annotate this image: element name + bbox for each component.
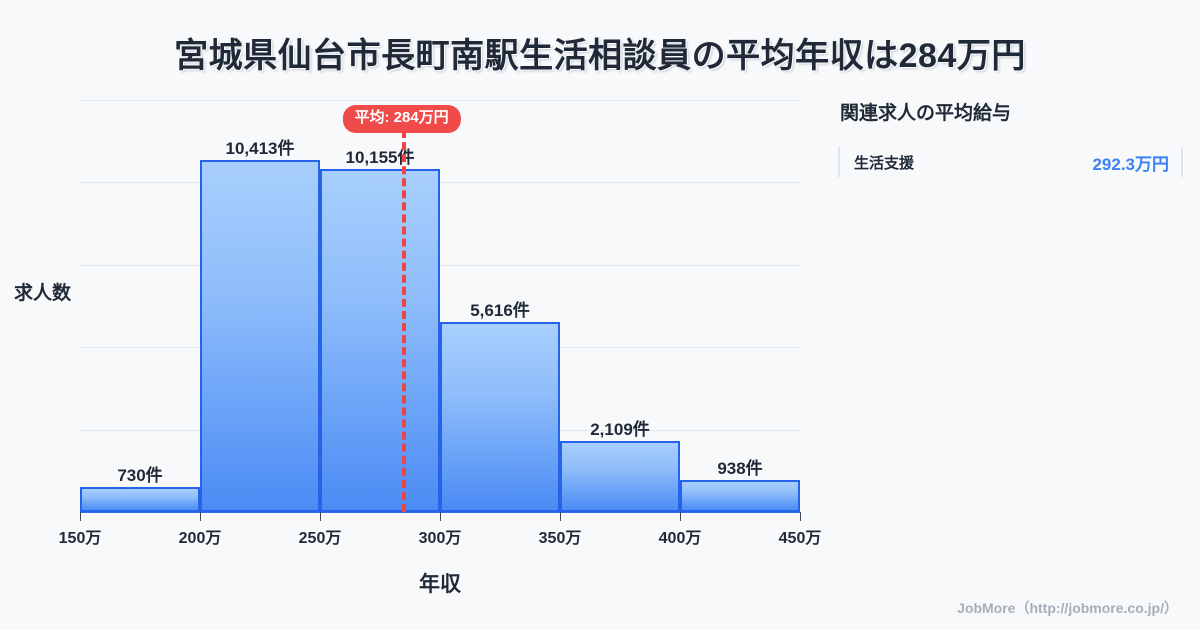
bar — [560, 441, 680, 512]
x-axis-tick-mark — [440, 512, 441, 521]
x-axis-ticks: 150万 200万 250万 300万 350万 400万 450万 — [58, 512, 822, 547]
x-axis-tick-label: 450万 — [778, 530, 822, 547]
x-axis-tick-label: 350万 — [538, 530, 582, 547]
gridline — [80, 100, 800, 101]
footer-credit: JobMore（http://jobmore.co.jp/） — [957, 600, 1178, 616]
x-axis-tick-label: 250万 — [298, 530, 342, 547]
bar — [680, 480, 800, 512]
gridline — [80, 182, 800, 184]
y-axis-title: 求人数 — [14, 283, 72, 304]
related-salary-title: 関連求人の平均給与 — [840, 103, 1012, 124]
x-axis-tick-mark — [320, 512, 321, 521]
x-axis-tick-label: 400万 — [658, 530, 702, 547]
bar-value-label: 2,109件 — [590, 420, 650, 439]
x-axis-tick-mark — [680, 512, 681, 521]
chart-plot-container: 730件 10,413件 10,155件 5,616件 2,109件 938件 150万 2… — [14, 100, 822, 596]
related-salary-panel: 関連求人の平均給与 生活支援 292.3万円 — [838, 98, 1183, 177]
bar — [440, 322, 560, 512]
bar-value-label: 938件 — [717, 459, 763, 478]
bar-value-label: 730件 — [117, 466, 163, 485]
bar — [320, 169, 440, 512]
related-salary-row-label: 生活支援 — [854, 154, 915, 172]
related-salary-rows: 生活支援 292.3万円 — [838, 147, 1183, 177]
bar — [200, 160, 320, 512]
bars-layer: 730件 10,413件 10,155件 5,616件 2,109件 938件 — [80, 139, 800, 512]
related-salary-row: 生活支援 292.3万円 — [838, 147, 1183, 177]
bar — [80, 487, 200, 512]
x-axis-tick-mark — [800, 512, 801, 521]
x-axis-title: 年収 — [419, 573, 461, 596]
x-axis-tick-mark — [560, 512, 561, 521]
x-axis-tick-mark — [200, 512, 201, 521]
bar-value-label: 10,155件 — [345, 148, 415, 167]
bar-value-label: 10,413件 — [225, 139, 295, 158]
bar-value-label: 5,616件 — [470, 301, 530, 320]
page-title: 宮城県仙台市長町南駅生活相談員の平均年収は284万円 — [174, 37, 1026, 75]
average-line — [401, 130, 406, 512]
x-axis-tick-label: 200万 — [178, 530, 222, 547]
x-axis-tick-mark — [80, 512, 81, 521]
gridline — [80, 264, 800, 266]
average-badge: 平均: 284万円 — [342, 105, 461, 133]
x-axis-tick-label: 300万 — [418, 530, 462, 547]
x-axis-tick-label: 150万 — [58, 530, 102, 547]
related-salary-row-value: 292.3万円 — [1092, 154, 1169, 174]
